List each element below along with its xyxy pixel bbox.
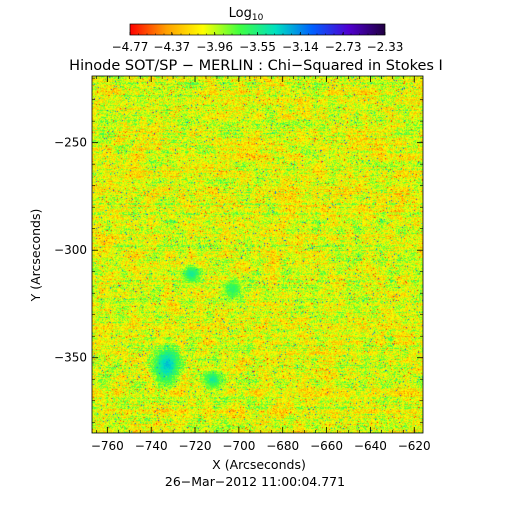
- x-tick-label: −760: [91, 439, 124, 453]
- x-tick-label: −640: [354, 439, 387, 453]
- colorbar: Log10 −4.77 −4.37 −3.96 −3.55 −3.14 −2.73 −2.3…: [112, 6, 404, 54]
- x-axis-label: X (Arcseconds): [212, 457, 306, 472]
- y-tick-label: −300: [54, 243, 87, 257]
- y-axis-label: Y (Arcseconds): [28, 209, 43, 303]
- colorbar-tick-label: −4.37: [153, 40, 190, 54]
- plot-frame: [91, 75, 424, 434]
- x-tick-label: −740: [135, 439, 168, 453]
- x-tick-label: −700: [222, 439, 255, 453]
- heatmap-plot: −760 −740 −720 −700 −680 −660 −640 −620 −250 −30…: [54, 75, 431, 453]
- timestamp: 26−Mar−2012 11:00:04.771: [165, 474, 345, 489]
- x-tick-label: −680: [266, 439, 299, 453]
- colorbar-tick-label: −3.96: [196, 40, 233, 54]
- colorbar-tick-label: −3.14: [282, 40, 319, 54]
- y-tick-label: −250: [54, 136, 87, 150]
- x-tick-label: −660: [310, 439, 343, 453]
- x-axis: −760 −740 −720 −700 −680 −660 −640 −620: [91, 76, 431, 453]
- colorbar-tick-label: −2.73: [325, 40, 362, 54]
- y-axis: −250 −300 −350: [54, 77, 423, 423]
- colorbar-tick-label: −2.33: [367, 40, 404, 54]
- chart-title: Hinode SOT/SP − MERLIN : Chi−Squared in …: [69, 58, 443, 74]
- colorbar-title: Log10: [229, 6, 264, 23]
- colorbar-tick-label: −4.77: [112, 40, 149, 54]
- x-tick-label: −720: [179, 439, 212, 453]
- colorbar-tick-label: −3.55: [239, 40, 276, 54]
- y-tick-label: −350: [54, 351, 87, 365]
- heatmap-image: [92, 76, 423, 433]
- x-tick-label: −620: [398, 439, 431, 453]
